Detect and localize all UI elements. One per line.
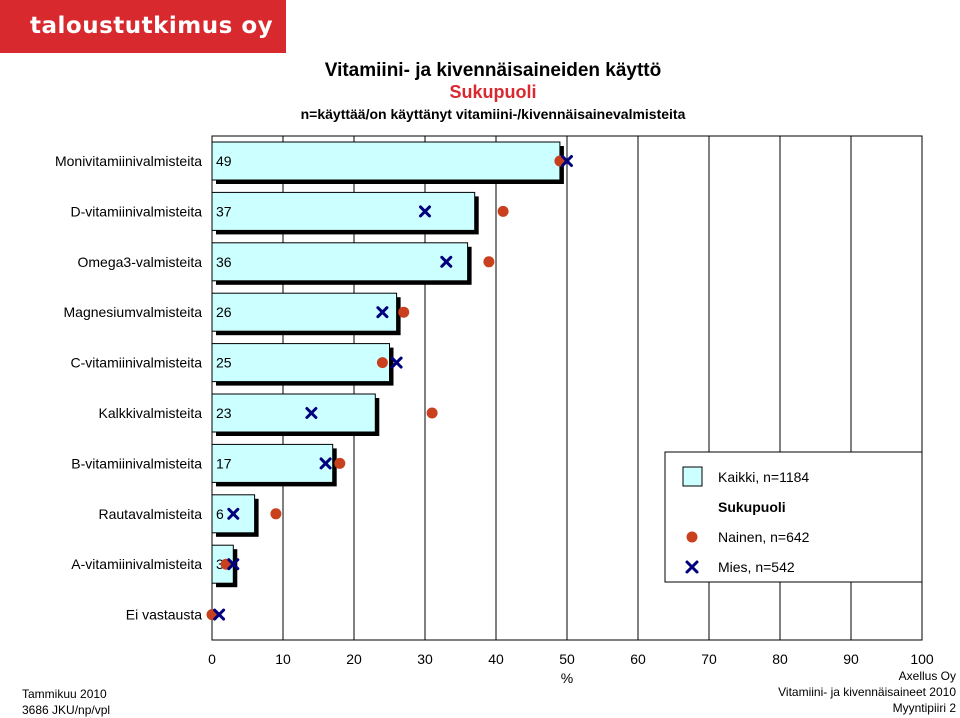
chart-subtitle-sample: n=käyttää/on käyttänyt vitamiini-/kivenn… — [300, 106, 686, 122]
marker-nainen — [270, 508, 282, 520]
marker-mies — [440, 255, 453, 268]
x-tick-label: 100 — [910, 651, 934, 667]
legend-label-nainen: Nainen, n=642 — [718, 529, 810, 545]
marker-mies — [419, 205, 431, 218]
chart-title: Vitamiini- ja kivennäisaineiden käyttö — [324, 60, 662, 81]
marker-mies — [305, 407, 318, 419]
marker-mies — [227, 507, 240, 520]
footer-right: Axellus Oy Vitamiini- ja kivennäisaineet… — [778, 668, 956, 716]
x-tick-label: 60 — [630, 651, 646, 667]
bar — [211, 242, 469, 282]
legend-marker-mies — [685, 560, 699, 574]
marker-nainen — [398, 306, 410, 318]
x-tick-label: 30 — [417, 651, 433, 667]
category-label: Kalkkivalmisteita — [99, 405, 203, 421]
bar-value-label: 26 — [216, 304, 232, 320]
bar-value-label: 6 — [216, 506, 224, 522]
marker-mies — [376, 306, 389, 319]
marker-nainen — [334, 457, 346, 469]
marker-nainen — [497, 205, 509, 217]
legend: Kaikki, n=1184 Sukupuoli Nainen, n=642 M… — [664, 451, 923, 583]
bar-value-label: 36 — [216, 254, 232, 270]
marker-nainen — [483, 256, 495, 268]
bar — [211, 141, 561, 181]
marker-mies — [227, 558, 240, 571]
legend-label-kaikki: Kaikki, n=1184 — [718, 469, 809, 485]
footer-code: 3686 JKU/np/vpl — [22, 703, 111, 717]
footer-section: Myyntipiiri 2 — [892, 701, 956, 715]
legend-marker-nainen — [686, 531, 698, 543]
bar — [211, 343, 390, 383]
category-label: B-vitamiinivalmisteita — [71, 455, 202, 471]
bar-value-label: 23 — [216, 405, 232, 421]
category-label: C-vitamiinivalmisteita — [71, 355, 203, 371]
bars: 49 37 36 26 25 23 17 6 3 — [211, 141, 564, 588]
footer-left: Tammikuu 2010 3686 JKU/np/vpl — [22, 686, 110, 718]
x-tick-label: 10 — [275, 651, 291, 667]
x-tick-label: 0 — [208, 651, 216, 667]
category-labels: Monivitamiinivalmisteita D-vitamiinivalmi… — [55, 153, 202, 623]
marker-mies — [213, 608, 226, 621]
bar-value-label: 3 — [216, 556, 224, 572]
x-axis-label: % — [561, 670, 573, 686]
bar-value-label: 17 — [216, 455, 232, 471]
legend-box — [664, 451, 923, 583]
marker-mies — [390, 356, 403, 369]
bar-value-label: 37 — [216, 203, 232, 219]
x-tick-label: 70 — [701, 651, 717, 667]
category-label: Omega3-valmisteita — [78, 254, 203, 270]
chart-subtitle: Sukupuoli — [449, 82, 537, 102]
legend-swatch-kaikki — [682, 466, 703, 487]
marker-mies — [561, 155, 573, 167]
category-label: D-vitamiinivalmisteita — [71, 203, 203, 219]
x-tick-label: 50 — [559, 651, 575, 667]
legend-label-mies: Mies, n=542 — [718, 559, 795, 575]
category-label: Magnesiumvalmisteita — [64, 304, 203, 320]
bar — [211, 443, 334, 483]
marker-mies — [319, 457, 332, 470]
x-tick-labels: 0 10 20 30 40 50 60 70 80 90 100 — [208, 651, 934, 667]
footer-study: Vitamiini- ja kivennäisaineet 2010 — [778, 685, 956, 699]
marker-nainen — [426, 407, 438, 419]
x-tick-label: 40 — [488, 651, 504, 667]
category-label: Monivitamiinivalmisteita — [55, 153, 202, 169]
category-label: Ei vastausta — [126, 607, 202, 623]
footer-date: Tammikuu 2010 — [22, 687, 107, 701]
company-logo: taloustutkimus oy — [0, 0, 286, 53]
category-label: Rautavalmisteita — [99, 506, 203, 522]
bar — [211, 191, 476, 231]
x-tick-label: 20 — [346, 651, 362, 667]
bar-value-label: 49 — [216, 153, 232, 169]
marker-nainen — [376, 357, 388, 369]
bar — [211, 292, 398, 332]
x-tick-label: 90 — [843, 651, 859, 667]
legend-group-title: Sukupuoli — [718, 499, 786, 515]
bar — [211, 393, 376, 433]
category-label: A-vitamiinivalmisteita — [71, 556, 202, 572]
bar-value-label: 25 — [216, 355, 232, 371]
x-tick-label: 80 — [772, 651, 788, 667]
markers — [206, 155, 573, 621]
footer-company: Axellus Oy — [898, 669, 956, 683]
